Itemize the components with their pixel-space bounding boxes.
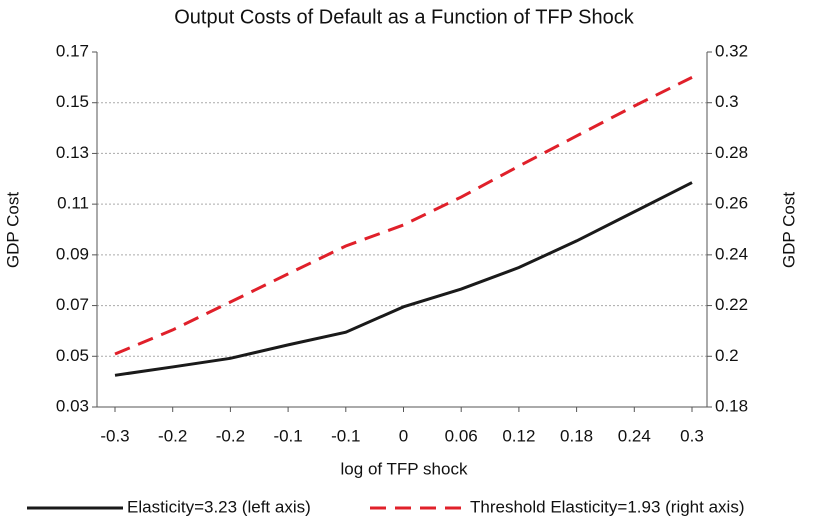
y-tick-label: 0.15: [56, 92, 89, 111]
y2-tick-label: 0.3: [715, 92, 739, 111]
y2-axis-label: GDP Cost: [779, 192, 798, 268]
chart-title: Output Costs of Default as a Function of…: [174, 6, 634, 28]
y2-tick-label: 0.24: [715, 244, 748, 263]
x-tick-label: 0.24: [618, 426, 651, 445]
x-tick-label: -0.1: [273, 426, 302, 445]
x-tick-label: -0.1: [331, 426, 360, 445]
legend-label: Elasticity=3.23 (left axis): [127, 497, 311, 516]
y-tick-label: 0.05: [56, 346, 89, 365]
y-axis-label: GDP Cost: [3, 192, 22, 268]
x-tick-label: 0.3: [680, 426, 704, 445]
line-series: [114, 76, 693, 356]
y2-tick-label: 0.2: [715, 346, 739, 365]
x-tick-label: 0: [399, 426, 408, 445]
legend-label: Threshold Elasticity=1.93 (right axis): [470, 497, 744, 516]
y-tick-label: 0.07: [56, 295, 89, 314]
y-tick-label: 0.17: [56, 41, 89, 60]
y-tick-label: 0.03: [56, 396, 89, 415]
x-tick-label: 0.06: [445, 426, 478, 445]
x-axis-label: log of TFP shock: [341, 459, 468, 478]
x-tick-label: 0.18: [560, 426, 593, 445]
y2-tick-label: 0.28: [715, 143, 748, 162]
y2-tick-label: 0.26: [715, 194, 748, 213]
y2-tick-label: 0.18: [715, 396, 748, 415]
y-tick-label: 0.09: [56, 244, 89, 263]
x-tick-label: 0.12: [502, 426, 535, 445]
x-tick-label: -0.2: [216, 426, 245, 445]
y-tick-label: 0.11: [57, 194, 89, 213]
x-tick-label: -0.3: [100, 426, 129, 445]
y2-tick-label: 0.32: [715, 41, 748, 60]
x-tick-label: -0.2: [158, 426, 187, 445]
y2-tick-label: 0.22: [715, 295, 748, 314]
y-tick-label: 0.13: [56, 143, 89, 162]
line-series: [114, 181, 693, 377]
